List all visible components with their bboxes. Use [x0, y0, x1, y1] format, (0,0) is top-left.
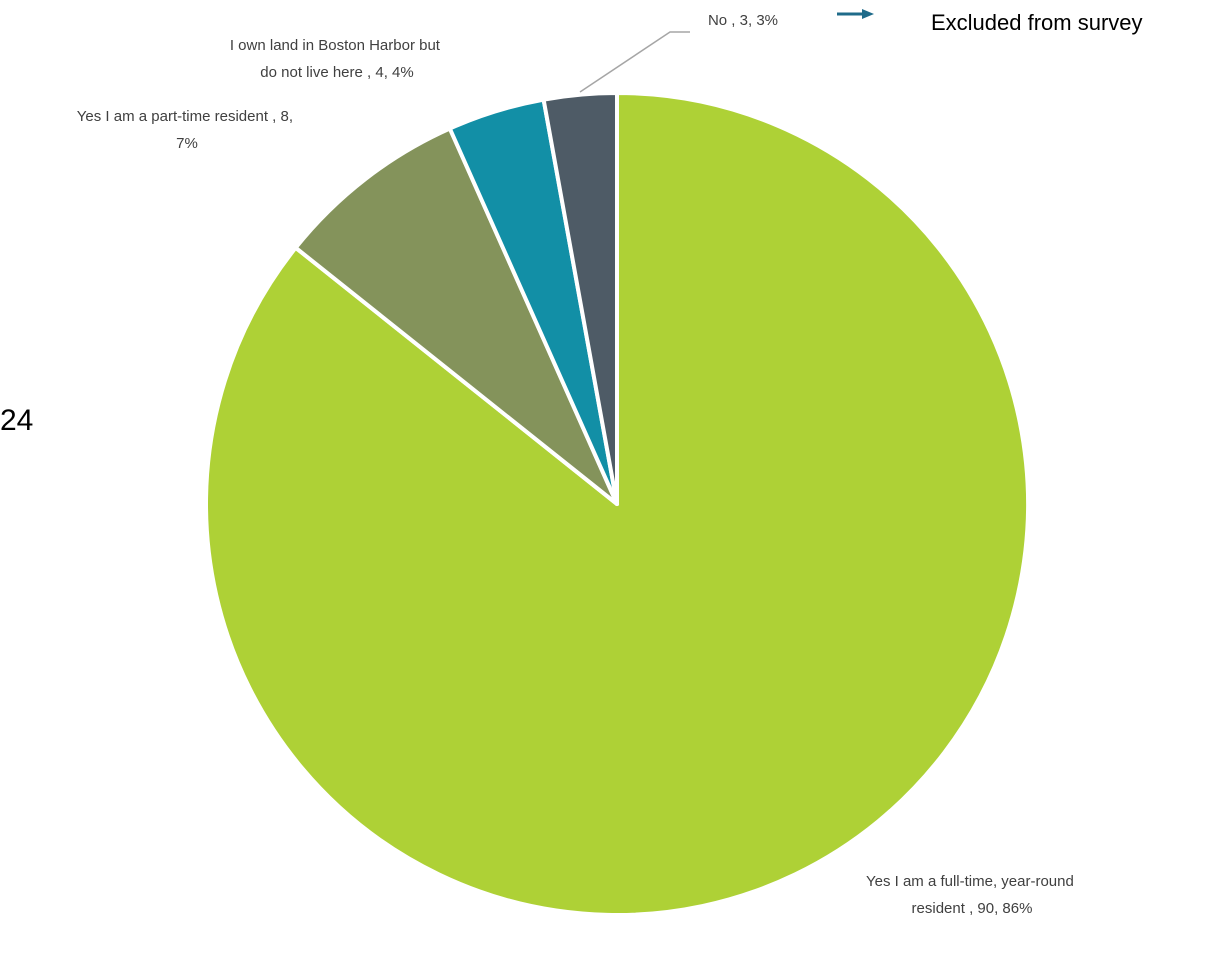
data-label-no: No , 3, 3% [708, 12, 778, 29]
no-leader-line [579, 31, 690, 93]
arrow-right-icon [862, 9, 874, 19]
pie-slice-part-time [293, 126, 619, 506]
pie-slice-no [541, 91, 619, 506]
excluded-from-survey-text: Excluded from survey [931, 10, 1143, 35]
pie-slices [204, 91, 1030, 917]
excluded-annotation: Excluded from survey [837, 9, 1143, 35]
data-label-part-time: Yes I am a part-time resident , 8, 7% [77, 108, 297, 152]
data-label-own-land: I own land in Boston Harbor but do not l… [230, 37, 444, 81]
cropped-number-text: 24 [0, 404, 33, 437]
data-label-full-time: Yes I am a full-time, year-round residen… [866, 873, 1078, 917]
